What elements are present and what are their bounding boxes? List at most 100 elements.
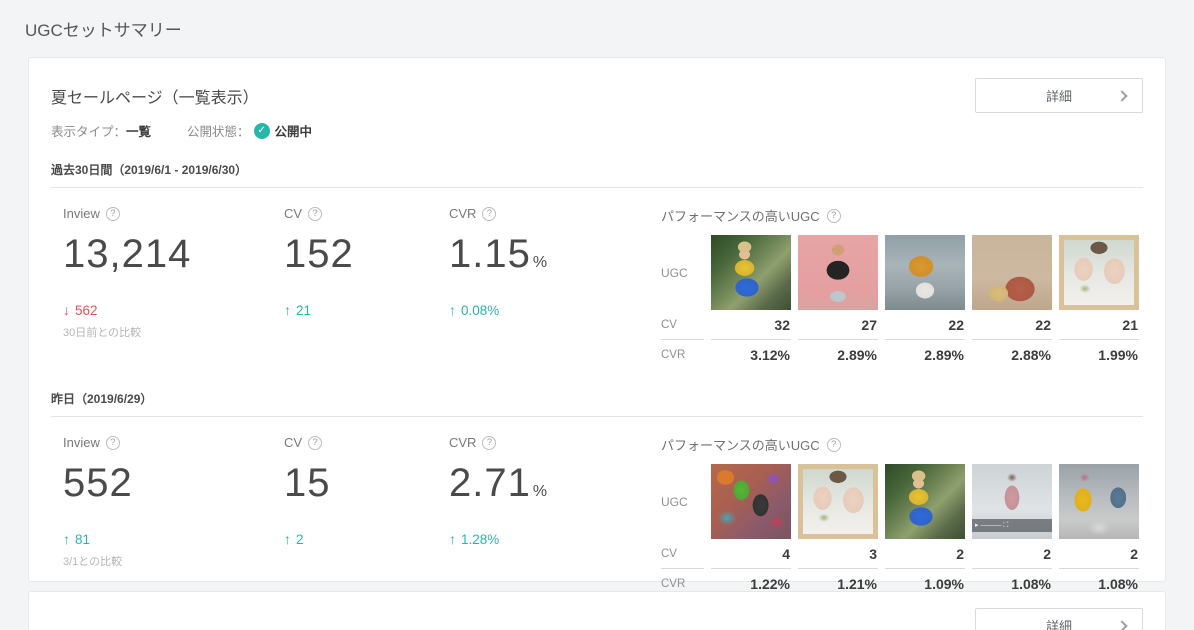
delta-value: 1.28% <box>461 531 500 547</box>
ugc-cvr-value: 2.89% <box>924 347 964 363</box>
ugc-cv-value: 2 <box>885 539 965 569</box>
ugc-thumbnail[interactable] <box>885 464 965 539</box>
check-badge-icon <box>253 122 270 139</box>
ugc-thumbnail[interactable] <box>885 235 965 310</box>
metric-suffix: % <box>532 254 548 271</box>
ugc-cvr-value: 1.08% <box>1011 576 1051 592</box>
row-label-cv: CV <box>661 539 704 569</box>
ugc-cv-value: 32 <box>711 310 791 340</box>
page-title: UGCセットサマリー <box>25 21 182 40</box>
ugc-cv-value: 3 <box>798 539 878 569</box>
detail-button-label: 詳細 <box>1045 619 1072 630</box>
ugc-cvr-value: 1.99% <box>1098 347 1138 363</box>
ugc-cvr-value: 2.89% <box>837 347 877 363</box>
metric-value: 2.71 <box>449 461 531 505</box>
ugc-cv-value: 2 <box>972 539 1052 569</box>
arrow-up-icon: ↑ <box>449 302 456 318</box>
chevron-right-icon <box>1116 619 1128 630</box>
metric-delta: ↑ 0.08% <box>449 302 649 318</box>
metric-label: CV <box>284 435 303 450</box>
arrow-down-icon: ↓ <box>63 302 70 318</box>
help-icon[interactable] <box>826 437 841 452</box>
metric-label: CVR <box>449 435 477 450</box>
display-type-label: 表示タイプ： <box>51 125 127 139</box>
metric-suffix: % <box>532 483 548 500</box>
metric-label: Inview <box>63 435 100 450</box>
ugc-thumbnail[interactable] <box>972 464 1052 539</box>
publish-status-meta: 公開状態： 公開中 <box>187 121 312 140</box>
ugc-set-card-summer-sale: 夏セールページ（一覧表示） 詳細 表示タイプ： 一覧 公開状態： 公開中 過去3… <box>28 57 1166 592</box>
metric-delta: ↑ 2 <box>284 531 449 547</box>
comparison-note: 30日前との比較 <box>63 327 142 339</box>
ugc-cv-value: 27 <box>798 310 878 340</box>
ugc-cv-value: 22 <box>972 310 1052 340</box>
metric-inview: Inview 552 ↑ 81 3/1との比較 <box>63 435 284 598</box>
publish-status-value: 公開中 <box>274 125 313 139</box>
detail-button[interactable]: 詳細 <box>975 78 1143 113</box>
ugc-cvr-value: 2.88% <box>1011 347 1051 363</box>
row-label-ugc: UGC <box>661 494 688 509</box>
card-title: 夏セールページ（一覧表示） <box>51 90 259 107</box>
chevron-right-icon <box>1116 89 1128 102</box>
metric-value: 152 <box>284 232 354 276</box>
ugc-cvr-value: 1.21% <box>837 576 877 592</box>
arrow-up-icon: ↑ <box>284 302 291 318</box>
metric-delta: ↑ 81 <box>63 531 284 547</box>
comparison-note <box>284 553 449 566</box>
detail-button-label: 詳細 <box>1045 89 1072 104</box>
metric-value: 13,214 <box>63 232 192 276</box>
ugc-cv-value: 4 <box>711 539 791 569</box>
ugc-thumbnail[interactable] <box>798 464 878 539</box>
ugc-thumbnail[interactable] <box>1059 464 1139 539</box>
help-icon[interactable] <box>308 435 323 450</box>
ugc-cv-value: 21 <box>1059 310 1139 340</box>
metric-cv: CV 15 ↑ 2 <box>284 435 449 598</box>
ugc-cv-value: 22 <box>885 310 965 340</box>
ugc-cv-value: 2 <box>1059 539 1139 569</box>
metric-label: Inview <box>63 206 100 221</box>
metric-value: 15 <box>284 461 331 505</box>
help-icon[interactable] <box>826 208 841 223</box>
top-ugc-heading: パフォーマンスの高いUGC <box>661 438 820 453</box>
ugc-thumbnail[interactable] <box>711 464 791 539</box>
comparison-note <box>449 553 649 566</box>
arrow-up-icon: ↑ <box>449 531 456 547</box>
display-type-meta: 表示タイプ： 一覧 <box>51 121 151 140</box>
section-heading: 過去30日間（2019/6/1 - 2019/6/30） <box>51 161 1143 188</box>
arrow-up-icon: ↑ <box>284 531 291 547</box>
section-yesterday: 昨日（2019/6/29） Inview 552 ↑ 81 <box>51 390 1143 598</box>
top-ugc-block: パフォーマンスの高いUGC UGC CV 4 3 2 2 2 CVR <box>661 435 1143 598</box>
delta-value: 21 <box>296 302 312 318</box>
top-ugc-block: パフォーマンスの高いUGC UGC CV 32 27 22 22 21 <box>661 206 1143 369</box>
comparison-note <box>449 324 649 337</box>
help-icon[interactable] <box>308 206 323 221</box>
delta-value: 562 <box>75 302 98 318</box>
comparison-note <box>284 324 449 337</box>
metric-value: 1.15 <box>449 232 531 276</box>
top-ugc-heading: パフォーマンスの高いUGC <box>661 209 820 224</box>
ugc-thumbnail[interactable] <box>711 235 791 310</box>
ugc-thumbnail[interactable] <box>972 235 1052 310</box>
row-label-cv: CV <box>661 310 704 340</box>
delta-value: 0.08% <box>461 302 500 318</box>
ugc-thumbnail[interactable] <box>1059 235 1139 310</box>
row-label-cvr: CVR <box>661 349 686 361</box>
detail-button[interactable]: 詳細 <box>975 608 1143 630</box>
ugc-thumbnail[interactable] <box>798 235 878 310</box>
help-icon[interactable] <box>482 435 497 450</box>
row-label-cvr: CVR <box>661 578 686 590</box>
ugc-cvr-value: 1.09% <box>924 576 964 592</box>
metric-delta: ↑ 21 <box>284 302 449 318</box>
metric-inview: Inview 13,214 ↓ 562 30日前との比較 <box>63 206 284 369</box>
metric-delta: ↑ 1.28% <box>449 531 649 547</box>
metric-cvr: CVR 2.71 % ↑ 1.28% <box>449 435 649 598</box>
delta-value: 81 <box>75 531 91 547</box>
metric-label: CVR <box>449 206 477 221</box>
help-icon[interactable] <box>105 435 120 450</box>
help-icon[interactable] <box>482 206 497 221</box>
metric-value: 552 <box>63 461 133 505</box>
metric-cvr: CVR 1.15 % ↑ 0.08% <box>449 206 649 369</box>
ugc-cvr-value: 1.08% <box>1098 576 1138 592</box>
arrow-up-icon: ↑ <box>63 531 70 547</box>
help-icon[interactable] <box>105 206 120 221</box>
